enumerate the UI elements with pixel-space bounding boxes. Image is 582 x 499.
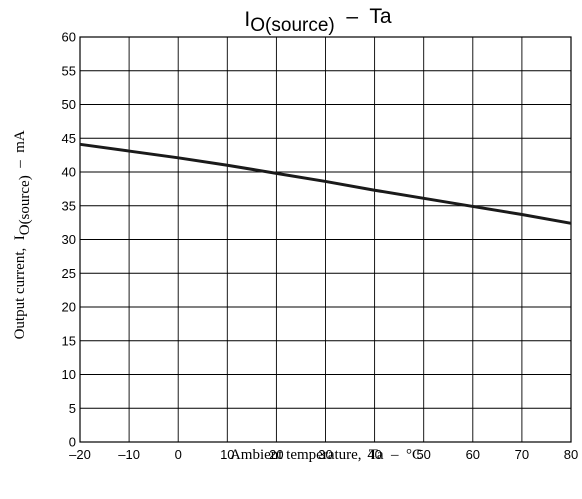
y-tick-label: 0 [69,435,76,450]
x-tick-label: 40 [367,447,381,462]
y-tick-label: 35 [62,198,76,213]
x-tick-labels: –20 –10 0 10 20 30 40 50 60 70 80 [69,447,578,462]
y-tick-label: 40 [62,165,76,180]
y-tick-label: 30 [62,232,76,247]
y-tick-label: 10 [62,367,76,382]
x-tick-label: 60 [466,447,480,462]
x-tick-label: 50 [416,447,430,462]
x-tick-label: 10 [220,447,234,462]
series-layer [79,142,572,225]
grid [79,36,572,443]
x-tick-label: 0 [175,447,182,462]
y-tick-label: 20 [62,300,76,315]
x-tick-label: 30 [318,447,332,462]
y-tick-label: 50 [62,97,76,112]
chart-title-suffix: – Ta [335,5,392,28]
y-axis-label: Output current, IO(source) – mA [12,120,33,358]
y-axis-label-subscript: O(source) [17,175,33,235]
y-axis-label-suffix: – mA [12,130,28,175]
y-axis-label-prefix: Output current, I [12,235,28,339]
series-line-0 [79,142,572,225]
chart-title: IO(source) – Ta [244,5,391,36]
x-tick-label: –20 [69,447,91,462]
x-tick-label: 20 [269,447,283,462]
chart-title-subscript: O(source) [250,15,334,36]
y-tick-label: 5 [69,401,76,416]
y-tick-labels: 0 5 10 15 20 25 30 35 40 45 50 55 60 [62,30,76,450]
y-tick-label: 15 [62,333,76,348]
x-tick-label: 80 [564,447,578,462]
y-tick-label: 45 [62,131,76,146]
x-axis-label: Ambient temperature, Ta – °C [230,447,422,463]
plot-frame [79,36,572,443]
y-tick-label: 25 [62,266,76,281]
x-tick-label: –10 [118,447,140,462]
y-tick-label: 55 [62,63,76,78]
y-tick-label: 60 [62,30,76,45]
x-tick-label: 70 [515,447,529,462]
chart-title-main: I [244,8,250,31]
